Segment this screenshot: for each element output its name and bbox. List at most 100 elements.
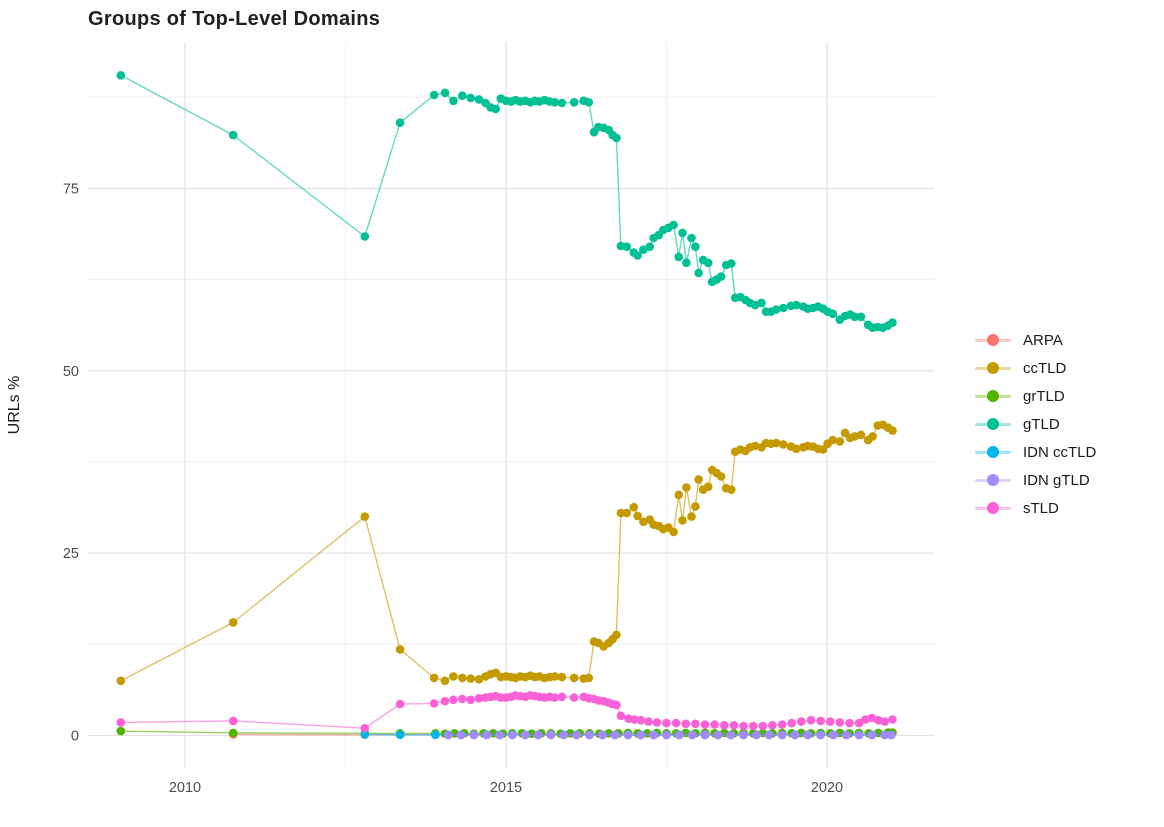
data-point: [550, 693, 560, 702]
data-point: [449, 695, 458, 705]
legend-item-idn-cctld: IDN ccTLD: [975, 438, 1096, 466]
data-point: [395, 699, 405, 709]
legend-swatch-icon: [975, 389, 1011, 403]
data-point: [691, 242, 700, 251]
data-point: [828, 435, 838, 445]
legend-key-dot: [987, 446, 999, 458]
data-point: [803, 730, 812, 740]
data-point: [729, 721, 739, 730]
data-point: [874, 715, 883, 725]
data-point: [116, 726, 126, 736]
legend-item-gtld: gTLD: [975, 410, 1096, 438]
data-point: [854, 718, 864, 728]
data-point: [612, 630, 621, 640]
data-point: [228, 716, 238, 726]
data-point: [772, 305, 781, 314]
data-point: [694, 268, 703, 278]
data-point: [750, 441, 760, 451]
y-axis-title: URLs %: [6, 375, 23, 435]
data-point: [466, 695, 476, 705]
data-point: [612, 133, 621, 143]
data-point: [652, 718, 662, 727]
data-point: [682, 258, 691, 268]
data-point: [825, 717, 835, 726]
data-point: [816, 730, 825, 740]
data-point: [645, 242, 655, 251]
legend: ARPA ccTLD grTLD gTLD IDN ccTLD IDN gTLD sTLD: [975, 326, 1096, 522]
data-point: [710, 720, 719, 729]
legend-item-arpa: ARPA: [975, 326, 1096, 354]
data-point: [678, 516, 687, 525]
data-point: [360, 730, 370, 739]
data-point: [639, 245, 648, 254]
legend-item-stld: sTLD: [975, 494, 1096, 522]
data-point: [495, 730, 504, 740]
data-point: [687, 512, 696, 521]
data-point: [491, 104, 501, 114]
data-point: [482, 730, 492, 740]
series-line: [120, 74, 893, 329]
data-point: [694, 475, 703, 484]
data-point: [429, 673, 439, 683]
legend-key-dot: [987, 502, 999, 514]
data-point: [228, 130, 238, 140]
series-idn-gtld: [443, 730, 896, 740]
legend-label-stld: sTLD: [1023, 499, 1059, 517]
data-point: [768, 721, 777, 730]
legend-swatch-icon: [975, 361, 1011, 375]
legend-item-idn-gtld: IDN gTLD: [975, 466, 1096, 494]
data-point: [886, 730, 896, 740]
legend-key-dot: [987, 390, 999, 402]
data-point: [633, 511, 642, 521]
data-point: [550, 98, 560, 107]
series-stld: [116, 691, 897, 733]
data-point: [687, 233, 696, 243]
data-point: [474, 694, 484, 703]
chart-title: Groups of Top-Level Domains: [88, 8, 381, 30]
data-point: [671, 718, 681, 728]
data-point: [449, 96, 458, 106]
data-point: [622, 242, 631, 251]
data-point: [559, 730, 569, 740]
data-point: [777, 730, 787, 740]
data-point: [703, 258, 713, 268]
data-point: [880, 717, 890, 726]
data-point: [569, 98, 579, 107]
data-point: [791, 444, 801, 454]
data-point: [466, 674, 476, 683]
data-point: [854, 730, 864, 740]
data-point: [116, 71, 126, 80]
legend-swatch-icon: [975, 473, 1011, 487]
data-point: [616, 711, 626, 721]
data-point: [629, 502, 639, 512]
data-point: [880, 730, 890, 740]
data-point: [533, 730, 543, 740]
data-point: [440, 88, 450, 98]
x-tick-label: 2015: [490, 780, 522, 796]
data-point: [791, 300, 801, 310]
data-point: [521, 730, 530, 740]
x-tick-label: 2010: [169, 780, 201, 796]
data-point: [777, 720, 787, 729]
data-point: [720, 721, 729, 730]
data-point: [888, 715, 897, 724]
data-point: [764, 730, 774, 740]
data-point: [584, 98, 594, 107]
series-cctld: [116, 420, 897, 686]
data-point: [662, 718, 671, 728]
data-point: [700, 730, 710, 740]
y-tick-label: 25: [63, 546, 79, 562]
data-point: [569, 673, 579, 683]
data-point: [598, 730, 607, 740]
data-point: [716, 472, 726, 481]
data-point: [584, 673, 594, 683]
legend-item-grtld: grTLD: [975, 382, 1096, 410]
data-point: [456, 730, 466, 740]
data-point: [633, 251, 642, 260]
data-point: [550, 672, 560, 681]
data-point: [557, 672, 567, 682]
data-point: [449, 672, 458, 681]
data-point: [585, 730, 594, 740]
legend-swatch-icon: [975, 501, 1011, 515]
data-point: [469, 730, 479, 740]
